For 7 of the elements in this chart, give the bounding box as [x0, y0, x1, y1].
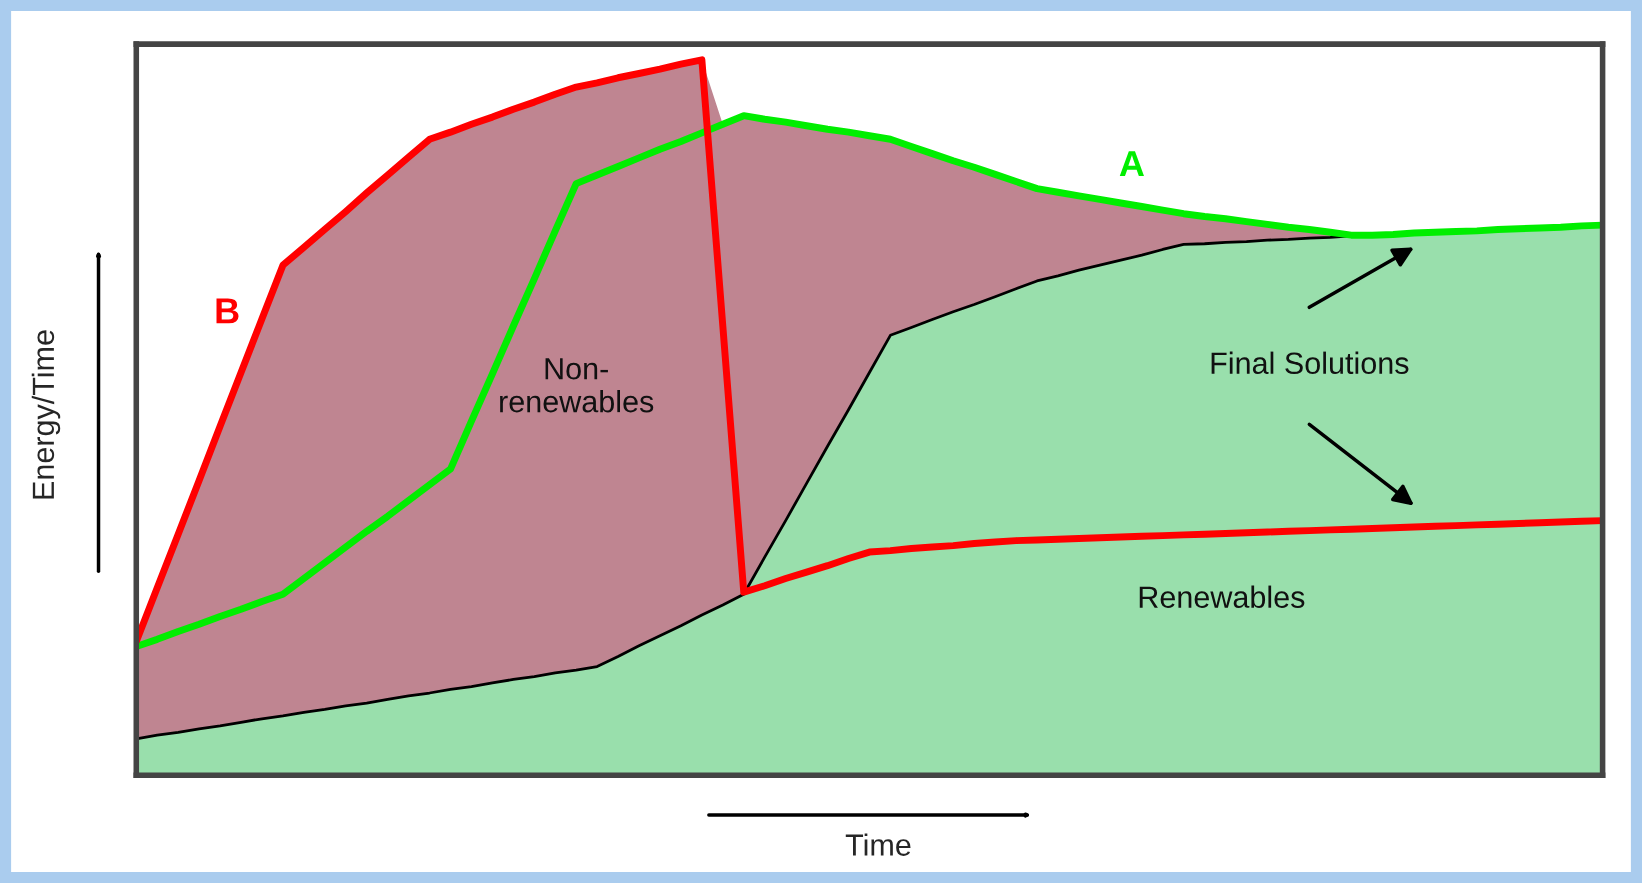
- annotation: Final Solutions: [1211, 351, 1409, 375]
- x-axis-title: Time: [845, 833, 911, 856]
- series-label: A: [1119, 151, 1144, 177]
- y-axis-title: Energy/Time: [31, 330, 61, 499]
- annotation: Renewables: [1139, 585, 1305, 609]
- series-label: B: [216, 298, 239, 324]
- annotation: Non- renewables: [500, 358, 654, 413]
